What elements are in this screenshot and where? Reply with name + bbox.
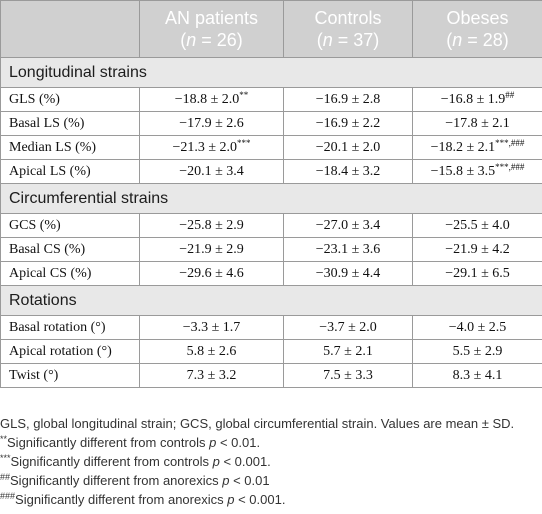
value-cell: −20.1 ± 2.0 [283, 135, 413, 160]
row-label: Median LS (%) [0, 135, 140, 160]
row-label: GLS (%) [0, 87, 140, 112]
section-title: Rotations [0, 285, 542, 316]
value-cell: −18.8 ± 2.0** [139, 87, 284, 112]
table-footnotes: GLS, global longitudinal strain; GCS, gl… [0, 414, 542, 509]
value-cell: −17.9 ± 2.6 [139, 111, 284, 136]
section-row-rotations: Rotations [0, 285, 542, 316]
header-controls: Controls (n = 37) [283, 0, 413, 58]
value-cell: −15.8 ± 3.5***,### [412, 159, 542, 184]
value-cell: −3.3 ± 1.7 [139, 315, 284, 340]
header-group-n: (n = 28) [446, 30, 509, 50]
abbreviations-note: GLS, global longitudinal strain; GCS, gl… [0, 416, 515, 431]
row-label: Apical CS (%) [0, 261, 140, 286]
table-row: Basal CS (%) −21.9 ± 2.9 −23.1 ± 3.6 −21… [0, 237, 542, 262]
value-cell: 7.3 ± 3.2 [139, 363, 284, 388]
section-title: Longitudinal strains [0, 57, 542, 88]
table-row: GCS (%) −25.8 ± 2.9 −27.0 ± 3.4 −25.5 ± … [0, 213, 542, 238]
header-group-n: (n = 37) [316, 30, 380, 50]
row-label: Apical LS (%) [0, 159, 140, 184]
value-cell: −29.1 ± 6.5 [412, 261, 542, 286]
value-cell: 5.5 ± 2.9 [412, 339, 542, 364]
value-cell: −30.9 ± 4.4 [283, 261, 413, 286]
row-label: Basal CS (%) [0, 237, 140, 262]
strain-table: AN patients (n = 26) Controls (n = 37) O… [0, 0, 542, 388]
row-label: Basal LS (%) [0, 111, 140, 136]
header-group-n: (n = 26) [180, 30, 243, 50]
row-label: Apical rotation (°) [0, 339, 140, 364]
footnote: ###Significantly different from anorexic… [0, 491, 286, 508]
row-label: Basal rotation (°) [0, 315, 140, 340]
value-cell: −16.9 ± 2.2 [283, 111, 413, 136]
value-cell: 8.3 ± 4.1 [412, 363, 542, 388]
value-cell: −23.1 ± 3.6 [283, 237, 413, 262]
value-cell: −20.1 ± 3.4 [139, 159, 284, 184]
header-row: AN patients (n = 26) Controls (n = 37) O… [0, 0, 542, 58]
footnote: **Significantly different from controls … [0, 434, 261, 451]
table-body: Longitudinal strains GLS (%) −18.8 ± 2.0… [0, 57, 542, 388]
value-cell: −3.7 ± 2.0 [283, 315, 413, 340]
value-cell: −17.8 ± 2.1 [412, 111, 542, 136]
table-row: Basal LS (%) −17.9 ± 2.6 −16.9 ± 2.2 −17… [0, 111, 542, 136]
value-cell: −4.0 ± 2.5 [412, 315, 542, 340]
section-row-longitudinal: Longitudinal strains [0, 57, 542, 88]
footnote: ##Significantly different from anorexics… [0, 472, 270, 489]
table-header: AN patients (n = 26) Controls (n = 37) O… [0, 0, 542, 58]
value-cell: −16.8 ± 1.9## [412, 87, 542, 112]
section-title: Circumferential strains [0, 183, 542, 214]
value-cell: −21.3 ± 2.0*** [139, 135, 284, 160]
table-row: Basal rotation (°) −3.3 ± 1.7 −3.7 ± 2.0… [0, 315, 542, 340]
table-row: Median LS (%) −21.3 ± 2.0*** −20.1 ± 2.0… [0, 135, 542, 160]
value-cell: −25.5 ± 4.0 [412, 213, 542, 238]
table-row: GLS (%) −18.8 ± 2.0** −16.9 ± 2.8 −16.8 … [0, 87, 542, 112]
value-cell: −29.6 ± 4.6 [139, 261, 284, 286]
header-empty-cell [0, 0, 140, 58]
value-cell: 5.8 ± 2.6 [139, 339, 284, 364]
header-obeses: Obeses (n = 28) [412, 0, 542, 58]
header-group-name: Controls [314, 8, 382, 28]
value-cell: −21.9 ± 2.9 [139, 237, 284, 262]
section-row-circumferential: Circumferential strains [0, 183, 542, 214]
value-cell: 5.7 ± 2.1 [283, 339, 413, 364]
value-cell: −25.8 ± 2.9 [139, 213, 284, 238]
value-cell: −18.4 ± 3.2 [283, 159, 413, 184]
value-cell: −27.0 ± 3.4 [283, 213, 413, 238]
value-cell: −18.2 ± 2.1***,### [412, 135, 542, 160]
header-group-name: Obeses [446, 8, 509, 28]
table-row: Twist (°) 7.3 ± 3.2 7.5 ± 3.3 8.3 ± 4.1 [0, 363, 542, 388]
row-label: GCS (%) [0, 213, 140, 238]
header-an-patients: AN patients (n = 26) [139, 0, 284, 58]
value-cell: −21.9 ± 4.2 [412, 237, 542, 262]
footnote: ***Significantly different from controls… [0, 453, 271, 470]
value-cell: −16.9 ± 2.8 [283, 87, 413, 112]
header-group-name: AN patients [164, 8, 259, 28]
value-cell: 7.5 ± 3.3 [283, 363, 413, 388]
table-row: Apical rotation (°) 5.8 ± 2.6 5.7 ± 2.1 … [0, 339, 542, 364]
table-row: Apical LS (%) −20.1 ± 3.4 −18.4 ± 3.2 −1… [0, 159, 542, 184]
table-row: Apical CS (%) −29.6 ± 4.6 −30.9 ± 4.4 −2… [0, 261, 542, 286]
row-label: Twist (°) [0, 363, 140, 388]
